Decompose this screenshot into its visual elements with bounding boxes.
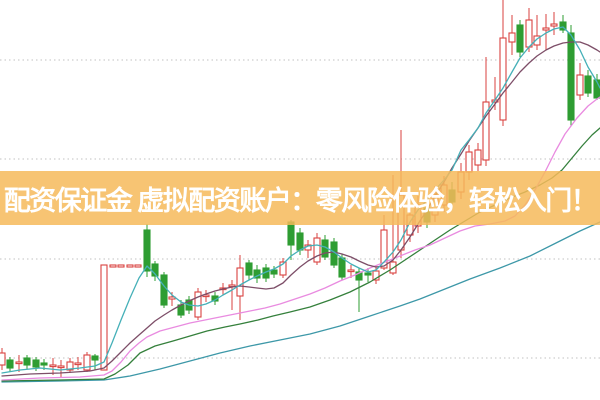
candle-up <box>100 264 108 371</box>
candle-down <box>91 355 99 361</box>
candle-up <box>236 267 244 297</box>
candle-up <box>57 365 65 369</box>
candle-up <box>109 264 117 268</box>
candle-up <box>508 32 516 43</box>
ma-line-MA10 <box>1 41 600 377</box>
candle-up <box>542 27 550 31</box>
candle-up <box>66 361 74 371</box>
candle-down <box>6 359 14 369</box>
candle-up <box>117 264 125 268</box>
candle-down <box>32 359 40 368</box>
candle-up <box>576 74 584 96</box>
candle-up <box>372 270 380 281</box>
candle-up <box>0 352 6 366</box>
candle-up <box>313 237 321 263</box>
candle-up <box>499 37 507 121</box>
candle-down <box>355 271 363 281</box>
candle-up <box>347 269 355 273</box>
candle-up <box>533 35 541 46</box>
candle-up <box>15 361 23 365</box>
candle-up <box>83 354 91 371</box>
candle-down <box>23 357 31 366</box>
candle-down <box>270 269 278 275</box>
candle-up <box>525 19 533 48</box>
candle-down <box>559 21 567 31</box>
candle-down <box>296 232 304 251</box>
candle-up <box>465 151 473 173</box>
candle-down <box>364 272 372 276</box>
candle-down <box>516 24 524 53</box>
candle-down <box>338 257 346 278</box>
candle-down <box>245 262 253 276</box>
promo-banner-text: 配资保证金 虚拟配资账户：零风险体验，轻松入门！ <box>3 185 598 216</box>
candle-up <box>380 229 388 269</box>
candle-up <box>194 291 202 318</box>
candle-up <box>550 23 558 27</box>
candle-up <box>74 362 82 366</box>
candle-down <box>567 32 575 121</box>
candle-down <box>584 75 592 94</box>
candle-down <box>593 79 600 99</box>
candle-up <box>134 264 142 268</box>
candle-down <box>40 362 48 366</box>
candle-down <box>160 274 168 306</box>
candle-up <box>474 149 482 166</box>
candle-up <box>49 364 57 368</box>
ma-line-MA5 <box>1 26 600 374</box>
candle-down <box>287 221 295 246</box>
candle-up <box>482 101 490 161</box>
promo-banner: 配资保证金 虚拟配资账户：零风险体验，轻松入门！ <box>0 171 600 225</box>
candle-up <box>279 261 287 276</box>
ma-line-MA60 <box>1 221 600 383</box>
candle-up <box>126 264 134 268</box>
candle-down <box>143 229 151 272</box>
candle-down <box>151 263 159 277</box>
